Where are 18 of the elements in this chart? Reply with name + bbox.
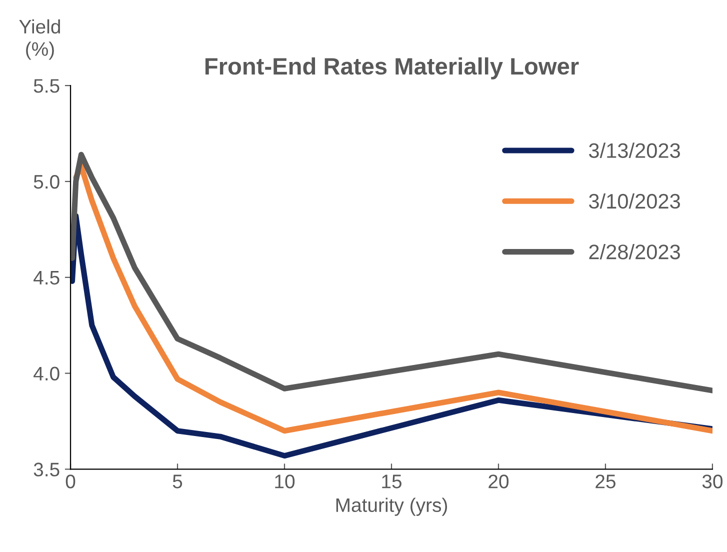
x-tick-label: 5: [172, 474, 182, 488]
y-axis-title: Yield (%): [19, 19, 60, 60]
y-tick-label: 4.0: [34, 366, 60, 381]
x-tick-label: 15: [382, 474, 402, 488]
x-tick-label: 20: [488, 474, 509, 488]
x-tick-label: 30: [702, 474, 723, 488]
y-tick-label: 5.5: [34, 79, 60, 93]
x-tick-label: 0: [66, 474, 76, 488]
x-tick-label: 25: [596, 474, 616, 488]
legend-label: 3/13/2023: [588, 142, 680, 158]
legend-label: 3/10/2023: [588, 193, 680, 209]
y-tick-label: 4.5: [34, 271, 60, 285]
legend-label: 2/28/2023: [589, 244, 680, 260]
x-axis-title: Maturity (yrs): [336, 498, 447, 516]
y-tick-label: 3.5: [34, 462, 60, 476]
y-tick-label: 5.0: [34, 174, 60, 189]
x-tick-label: 10: [275, 474, 295, 488]
chart-title: Front-End Rates Materially Lower: [205, 57, 579, 80]
